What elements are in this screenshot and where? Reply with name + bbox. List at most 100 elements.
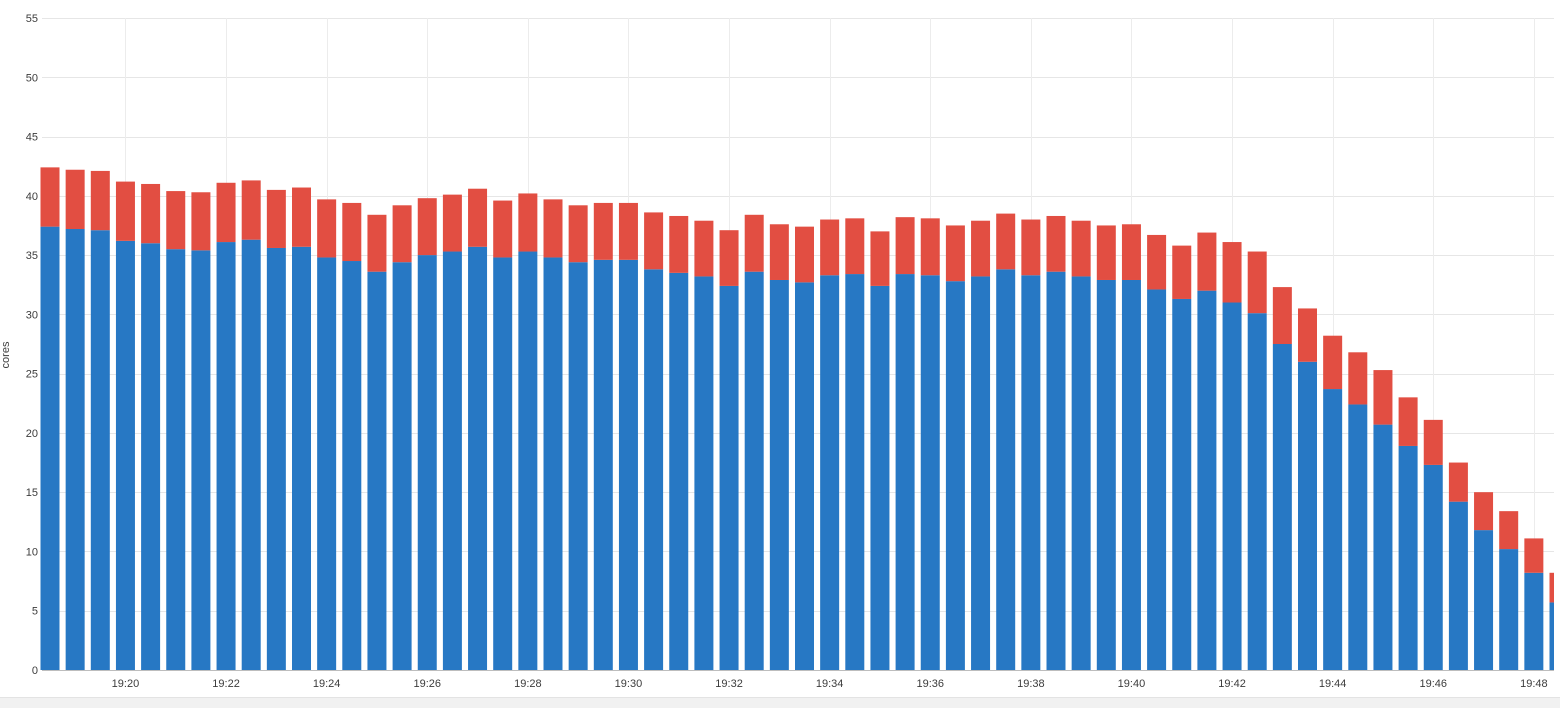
bar-segment-upper <box>996 213 1016 270</box>
bar-segment-lower <box>1046 271 1066 670</box>
bar-segment-lower <box>845 274 865 670</box>
bar-segment-lower <box>1172 298 1192 670</box>
bar-segment-upper <box>1373 370 1393 425</box>
bar-segment-upper <box>40 167 60 227</box>
bar-segment-lower <box>1222 302 1242 670</box>
bar-segment-lower <box>870 285 890 670</box>
bar-segment-upper <box>945 225 965 282</box>
bar-segment-lower <box>568 262 588 670</box>
x-tick-label: 19:34 <box>816 678 844 690</box>
x-tick-label: 19:36 <box>916 678 944 690</box>
bar-segment-upper <box>1272 287 1292 344</box>
y-axis-title: cores <box>0 341 12 368</box>
bar-segment-lower <box>292 246 311 671</box>
bar-segment-upper <box>1499 511 1519 550</box>
bar-segment-lower <box>1147 289 1167 670</box>
bar-segment-lower <box>493 257 513 670</box>
bar-segment-lower <box>820 275 840 670</box>
bar-segment-lower <box>241 239 261 670</box>
bar-segment-lower <box>644 269 664 670</box>
x-tick-label: 19:44 <box>1319 678 1347 690</box>
bar-segment-lower <box>996 269 1016 670</box>
x-tick-label: 19:20 <box>112 678 140 690</box>
bar-segment-upper <box>593 202 613 260</box>
bar-segment-lower <box>1524 572 1544 670</box>
bar-segment-upper <box>820 219 840 276</box>
y-tick-label: 25 <box>26 369 38 381</box>
x-tick-label: 19:26 <box>413 678 441 690</box>
bar-segment-lower <box>1298 361 1317 670</box>
bar-segment-upper <box>392 205 412 263</box>
bar-segment-upper <box>266 189 286 248</box>
bar-segment-lower <box>1021 275 1041 670</box>
x-tick-label: 19:40 <box>1118 678 1146 690</box>
bar-segment-upper <box>694 220 714 277</box>
bar-segment-lower <box>216 242 236 671</box>
bar-segment-upper <box>795 226 814 283</box>
bar-segment-lower <box>90 230 110 670</box>
bar-segment-upper <box>1398 397 1418 446</box>
chart-footer-bar <box>0 697 1560 708</box>
bar-segment-lower <box>1348 404 1368 670</box>
bar-segment-upper <box>292 187 311 247</box>
bar-segment-lower <box>1071 276 1091 670</box>
bar-segment-upper <box>1423 419 1443 465</box>
bar-segment-upper <box>870 231 890 286</box>
bar-segment-upper <box>1147 234 1167 290</box>
bar-segment-lower <box>1423 464 1443 670</box>
bar-segment-upper <box>920 218 940 276</box>
bar-segment-upper <box>1046 215 1066 272</box>
y-tick-label: 55 <box>26 13 38 25</box>
bar-segment-upper <box>1448 462 1468 502</box>
bar-segment-upper <box>744 214 764 272</box>
bar-segment-upper <box>1247 251 1267 314</box>
bar-segment-upper <box>65 169 85 230</box>
bar-segment-lower <box>266 247 286 671</box>
bar-segment-lower <box>795 282 814 670</box>
x-tick-label: 19:42 <box>1218 678 1246 690</box>
y-tick-label: 15 <box>26 487 38 499</box>
bar-segment-upper <box>543 199 563 258</box>
y-tick-label: 5 <box>32 606 38 618</box>
bar-segment-lower <box>1398 445 1418 670</box>
bar-segment-lower <box>191 250 211 670</box>
bar-segment-upper <box>1549 572 1554 603</box>
x-tick-label: 19:24 <box>313 678 341 690</box>
bar-segment-lower <box>65 229 85 670</box>
bar-segment-upper <box>1096 225 1116 280</box>
bar-segment-lower <box>1499 549 1519 670</box>
bar-segment-upper <box>1323 335 1343 390</box>
bar-segment-lower <box>1121 279 1141 670</box>
bar-segment-lower <box>694 276 714 670</box>
bar-segment-lower <box>392 262 412 670</box>
bar-segment-upper <box>317 199 337 258</box>
bar-segment-lower <box>1197 290 1217 670</box>
bar-segment-lower <box>543 257 563 670</box>
x-tick-label: 19:22 <box>212 678 240 690</box>
bar-segment-upper <box>568 205 588 263</box>
axes: 0 5 10 15 20 25 30 35 40 45 50 55 19:20 19:22 19:24 19:… <box>26 13 1548 690</box>
bar-segment-lower <box>1373 424 1393 670</box>
bar-segment-upper <box>1524 538 1544 573</box>
y-tick-label: 0 <box>32 665 38 677</box>
bar-segment-upper <box>90 170 110 231</box>
bar-segment-lower <box>945 281 965 670</box>
y-tick-label: 10 <box>26 546 38 558</box>
bar-segment-upper <box>191 192 211 251</box>
bar-segment-upper <box>241 180 261 240</box>
bar-segment-upper <box>442 194 462 252</box>
bar-segment-lower <box>342 261 362 670</box>
bar-segment-upper <box>216 182 236 243</box>
bar-segment-upper <box>845 218 865 275</box>
y-tick-label: 35 <box>26 250 38 262</box>
bar-segment-lower <box>518 251 538 670</box>
bar-segment-lower <box>920 275 940 670</box>
bars <box>40 167 1554 671</box>
bar-segment-lower <box>115 240 135 670</box>
bar-segment-lower <box>1474 530 1494 670</box>
bar-segment-upper <box>769 224 789 280</box>
bar-segment-upper <box>166 191 186 250</box>
bar-segment-upper <box>669 215 689 273</box>
bar-segment-lower <box>1247 313 1267 670</box>
